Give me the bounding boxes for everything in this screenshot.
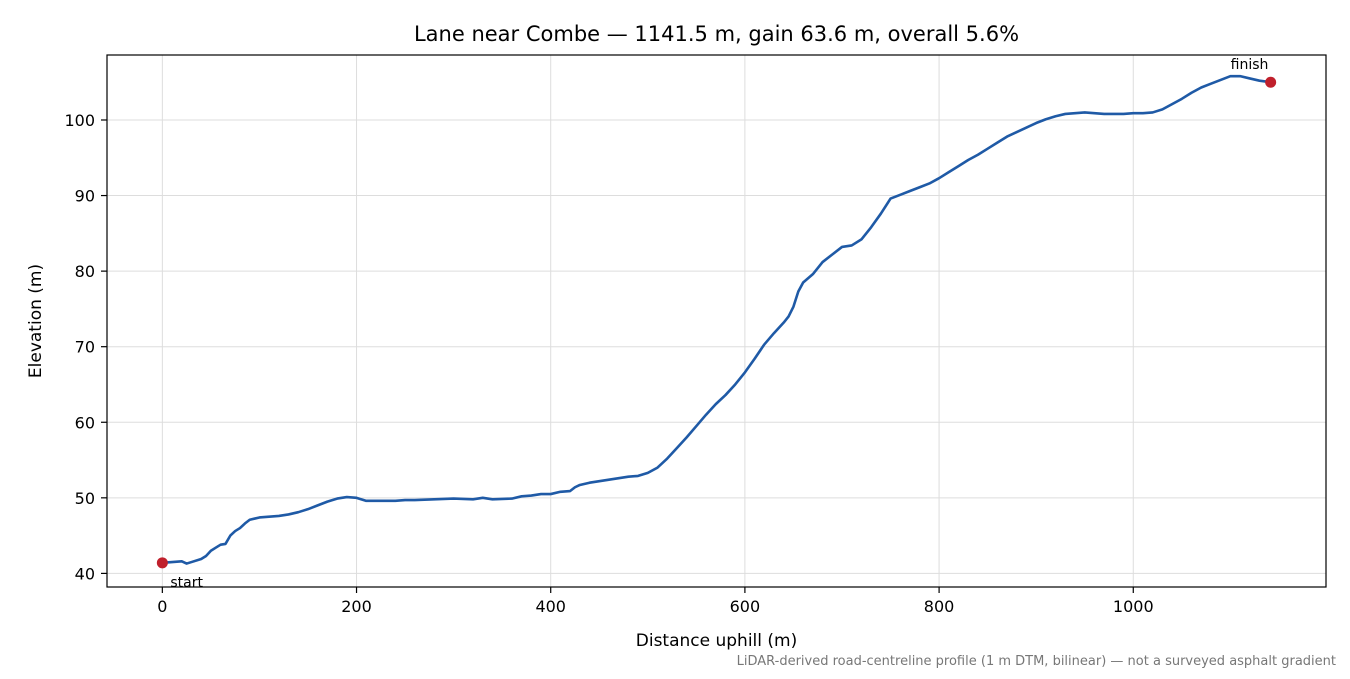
finish-point-marker xyxy=(1265,76,1277,88)
y-axis-label: Elevation (m) xyxy=(26,264,46,378)
y-tick-label: 50 xyxy=(75,489,95,508)
series-layer xyxy=(161,74,1272,565)
start-point-marker xyxy=(156,557,168,569)
x-axis-label: Distance uphill (m) xyxy=(636,631,797,651)
y-tick-label: 60 xyxy=(75,413,95,432)
axis-ticks: 0 200 400 600 800 1000 40 50 60 70 80 90 100 xyxy=(64,111,1153,616)
chart-title: Lane near Combe — 1141.5 m, gain 63.6 m,… xyxy=(414,22,1019,46)
x-tick-label: 600 xyxy=(730,597,761,616)
finish-point-label: finish xyxy=(1231,57,1269,73)
x-tick-label: 200 xyxy=(341,597,372,616)
y-tick-label: 40 xyxy=(75,564,95,583)
grid-lines xyxy=(107,55,1326,587)
x-tick-label: 400 xyxy=(535,597,566,616)
y-tick-label: 90 xyxy=(75,187,95,206)
y-tick-label: 80 xyxy=(75,262,95,281)
elevation-profile-line xyxy=(161,74,1272,565)
x-tick-label: 1000 xyxy=(1113,597,1154,616)
y-tick-label: 70 xyxy=(75,338,95,357)
footer-note: LiDAR-derived road-centreline profile (1… xyxy=(737,654,1336,669)
x-tick-label: 0 xyxy=(157,597,167,616)
start-point-label: start xyxy=(170,575,203,591)
plot-frame xyxy=(106,54,1327,588)
x-tick-label: 800 xyxy=(924,597,955,616)
y-tick-label: 100 xyxy=(64,111,95,130)
